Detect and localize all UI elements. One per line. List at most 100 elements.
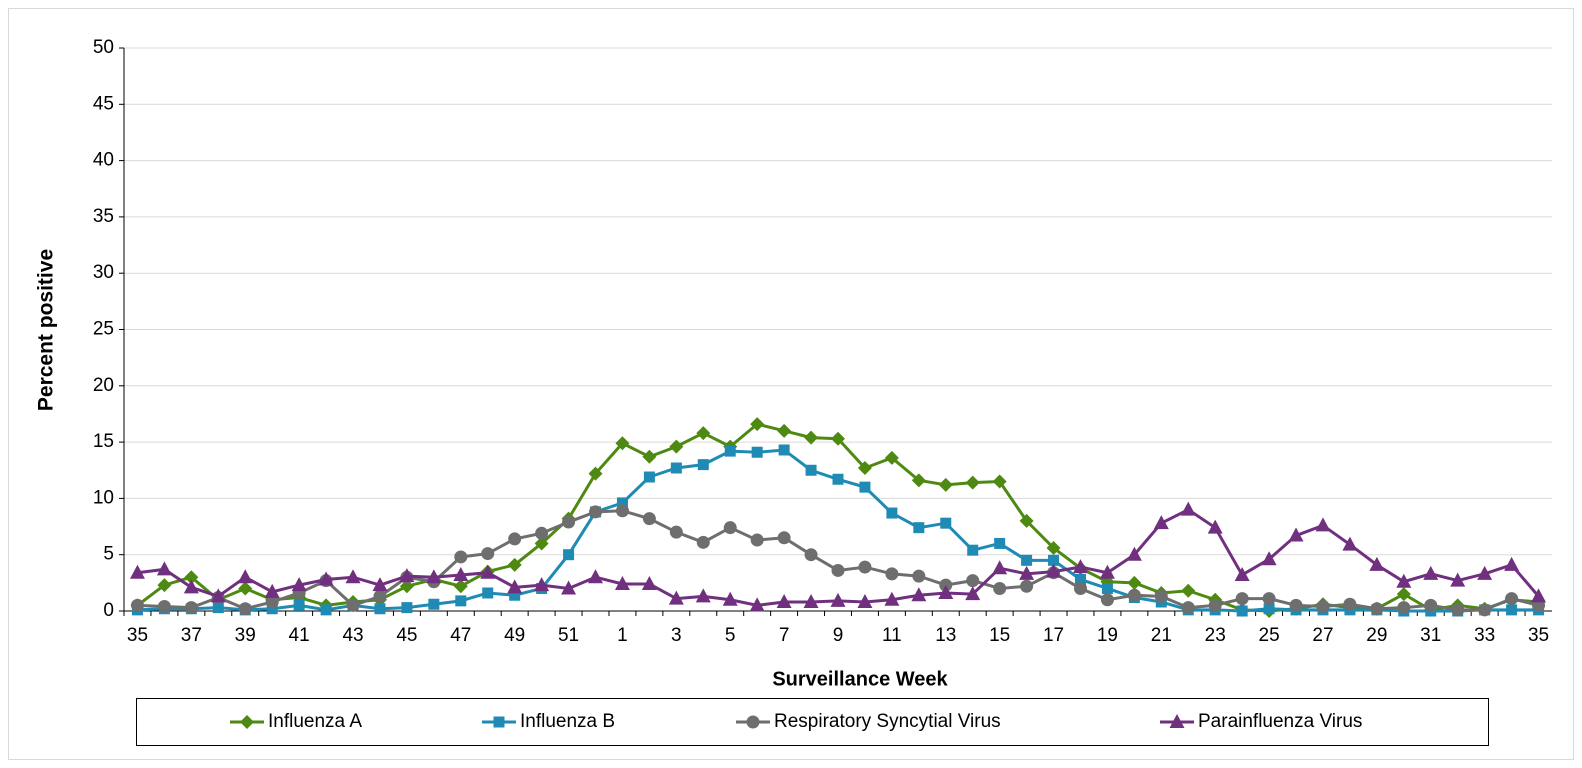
marker [1100,593,1114,607]
marker [1208,598,1222,612]
x-tick-label: 3 [671,625,682,646]
marker [912,569,926,583]
marker [534,536,549,551]
marker [1424,598,1438,612]
marker [965,586,981,601]
marker [696,535,710,549]
marker [426,569,442,584]
marker [156,561,172,576]
marker [641,575,657,590]
x-tick-label: 51 [558,625,579,646]
x-tick-label: 27 [1312,625,1333,646]
marker [129,564,145,579]
marker [1262,592,1276,606]
y-tick-label: 25 [93,319,114,340]
marker [1101,582,1113,594]
marker [1046,540,1061,555]
marker [778,444,790,456]
marker [777,531,791,545]
marker [1099,564,1115,579]
y-tick-label: 50 [93,37,114,58]
marker [1126,546,1142,561]
y-tick-label: 20 [93,375,114,396]
marker [1048,554,1060,566]
marker [157,578,172,593]
marker [857,593,873,608]
marker [1021,554,1033,566]
marker [1288,527,1304,542]
marker [1020,579,1034,593]
y-tick-label: 10 [93,487,114,508]
marker [965,475,980,490]
marker [588,466,603,481]
x-tick-label: 39 [235,625,256,646]
marker [1181,601,1195,615]
marker [534,577,550,592]
marker [803,593,819,608]
marker [1072,559,1088,574]
marker [884,450,899,465]
marker [859,481,871,493]
marker [831,563,845,577]
marker [669,439,684,454]
legend-label: Influenza A [268,711,362,732]
marker [913,522,925,534]
marker [1369,556,1385,571]
marker [669,525,683,539]
marker [1073,581,1087,595]
x-tick-label: 35 [1528,625,1549,646]
marker [670,462,682,474]
x-tick-label: 31 [1420,625,1441,646]
marker [1478,603,1492,617]
marker [831,431,845,446]
marker [374,603,386,615]
marker [696,426,711,441]
marker [266,603,278,615]
x-tick-label: 45 [396,625,417,646]
legend-box [136,698,1489,746]
marker [940,517,952,529]
marker [1506,604,1518,616]
marker [454,550,468,564]
y-tick-label: 45 [93,93,114,114]
marker [992,474,1007,489]
marker [751,446,763,458]
marker [723,521,737,535]
marker [130,598,144,612]
marker [562,515,576,529]
marker [346,598,360,612]
marker [994,537,1006,549]
x-tick-label: 29 [1366,625,1387,646]
marker [373,589,387,603]
marker [830,592,846,607]
marker [695,588,711,603]
marker [967,544,979,556]
marker [746,715,760,729]
x-tick-label: 5 [725,625,736,646]
marker [345,569,361,584]
marker [509,589,521,601]
x-axis-title: Surveillance Week [772,668,948,690]
marker [588,569,604,584]
x-tick-label: 11 [882,625,902,646]
marker [1180,501,1196,516]
marker [589,505,603,519]
marker [857,460,872,475]
marker [938,584,954,599]
legend-label: Respiratory Syncytial Virus [774,711,1001,732]
marker [264,583,280,598]
marker [1504,556,1520,571]
marker [399,568,415,583]
marker [293,599,305,611]
x-tick-label: 7 [779,625,790,646]
marker [1343,597,1357,611]
x-tick-label: 13 [935,625,956,646]
marker [1397,601,1411,615]
marker [616,497,628,509]
x-tick-label: 1 [617,625,628,646]
marker [1074,573,1086,585]
marker [453,579,468,594]
marker [1531,588,1547,603]
x-tick-label: 43 [342,625,363,646]
marker [697,459,709,471]
